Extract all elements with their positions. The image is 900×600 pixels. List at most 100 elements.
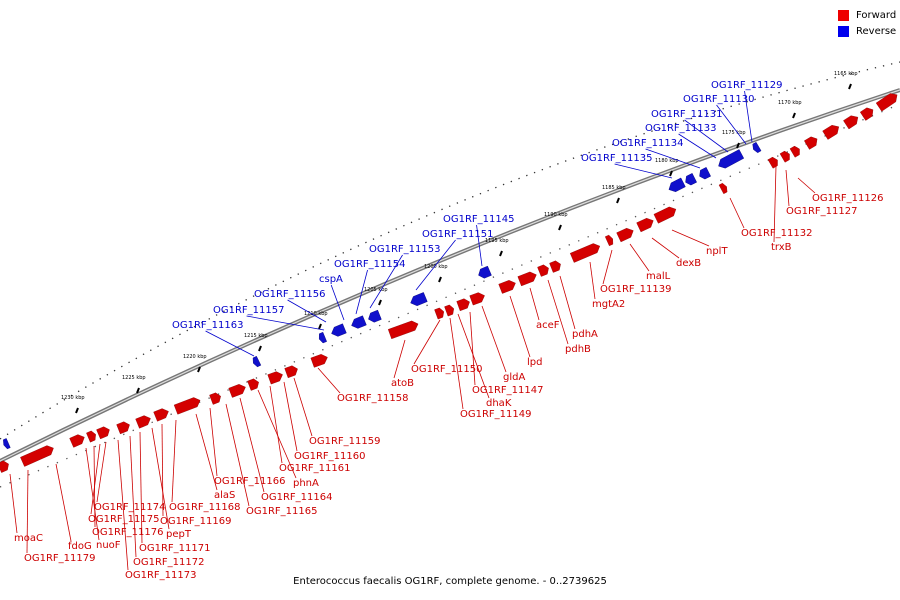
gene-label-og1rf-11158: OG1RF_11158 [337,393,409,404]
leader-line-og1rf-11135 [614,163,673,179]
leader-line-og1rf-11173 [117,439,129,571]
gene-label-mgta2: mgtA2 [592,299,625,310]
forward-gene-feature [444,304,455,317]
gene-label-og1rf-11153: OG1RF_11153 [369,244,441,255]
leader-line-og1rf-11175 [90,443,101,515]
leader-line-moac [9,473,18,534]
gene-label-nplt: nplT [706,246,728,257]
forward-gene-feature [387,320,419,340]
leader-line-og1rf-11157 [246,315,325,331]
gene-label-og1rf-11171: OG1RF_11171 [139,543,211,554]
gene-label-og1rf-11151: OG1RF_11151 [422,229,494,240]
leader-line-og1rf-11164 [239,397,265,493]
gene-label-og1rf-11159: OG1RF_11159 [309,436,381,447]
gene-label-og1rf-11179: OG1RF_11179 [24,553,96,564]
leader-line-alas [195,413,218,491]
reverse-gene-feature [252,355,262,368]
tick-label-1190-kbp: 1190 kbp [544,212,568,218]
forward-gene-feature [804,136,818,150]
leader-line-og1rf-11151 [415,239,456,291]
leader-line-og1rf-11160 [283,381,298,452]
forward-gene-feature [247,378,259,391]
leader-line-og1rf-11171 [139,431,143,544]
gene-label-og1rf-11172: OG1RF_11172 [133,557,205,568]
gene-label-nuof: nuoF [96,540,121,551]
gene-features [0,93,898,473]
tick-label-1225-kbp: 1225 kbp [122,375,146,381]
forward-gene-feature [173,397,201,415]
tick-label-1180-kbp: 1180 kbp [655,158,679,164]
leader-line-og1rf-11147 [469,311,476,386]
forward-gene-feature [310,354,328,368]
gene-label-og1rf-11175: OG1RF_11175 [88,514,160,525]
leader-line-cspa [330,284,345,321]
tick-label-1215-kbp: 1215 kbp [244,333,268,339]
tick-mark [378,299,382,306]
gene-label-og1rf-11161: OG1RF_11161 [279,463,351,474]
leader-line-og1rf-11133 [678,133,717,159]
tick-mark [136,387,140,394]
leader-line-og1rf-11159 [293,377,313,437]
gene-label-alas: alaS [214,490,235,501]
legend-reverse-label: Reverse [856,25,897,37]
forward-gene-feature [0,460,9,473]
forward-gene-feature [284,365,298,379]
gene-label-og1rf-11164: OG1RF_11164 [261,492,333,503]
gene-label-og1rf-11157: OG1RF_11157 [213,305,285,316]
forward-gene-feature [822,124,840,140]
tick-mark [736,142,740,149]
gene-label-og1rf-11154: OG1RF_11154 [334,259,406,270]
inner-dotted-arc [0,103,900,488]
tick-mark [499,250,503,257]
gene-label-cspa: cspA [319,274,343,285]
forward-gene-feature [604,234,614,247]
tick-mark [75,407,79,414]
tick-label-1200-kbp: 1200 kbp [424,264,448,270]
forward-gene-feature [209,392,221,405]
leader-line-og1rf-11132 [729,197,745,229]
gene-label-pdhb: pdhB [565,344,591,355]
tick-mark [258,345,262,352]
leader-line-og1rf-11156 [287,299,327,323]
legend-forward-label: Forward [856,9,897,21]
leader-line-og1rf-11150 [413,319,441,365]
leader-line-og1rf-11145 [476,224,483,267]
gene-label-og1rf-11127: OG1RF_11127 [786,206,858,217]
leader-line-atob [393,339,406,379]
gene-label-atob: atoB [391,378,414,389]
leader-line-lpd [509,295,531,358]
leader-line-og1rf-11168 [171,419,177,503]
tick-mark [197,366,201,373]
leader-line-pdha [559,275,576,330]
leader-line-glda [481,305,507,373]
gene-label-og1rf-11129: OG1RF_11129 [711,80,783,91]
leader-line-og1rf-11165 [225,403,250,507]
gene-label-og1rf-11134: OG1RF_11134 [612,138,684,149]
forward-gene-feature [718,182,728,195]
gene-label-og1rf-11165: OG1RF_11165 [246,506,318,517]
leader-line-og1rf-11176 [93,445,96,528]
leader-line-og1rf-11163 [205,330,255,357]
reverse-gene-feature [718,149,745,169]
leader-line-nuof [85,447,100,541]
leader-line-og1rf-11129 [744,90,753,143]
forward-gene-feature [789,145,800,158]
forward-gene-feature [228,384,246,398]
forward-gene-feature [498,280,516,294]
gene-label-trxb: trxB [771,242,792,253]
gene-label-pept: pepT [166,529,192,540]
legend: Forward Reverse [838,8,896,40]
gene-label-og1rf-11133: OG1RF_11133 [645,123,717,134]
reverse-gene-feature [410,292,428,307]
gene-label-fdog: fdoG [68,541,92,552]
gene-label-og1rf-11169: OG1RF_11169 [160,516,232,527]
reverse-gene-feature [668,177,686,193]
reverse-gene-feature [318,331,327,344]
forward-gene-feature [116,421,130,435]
forward-gene-feature [86,430,96,443]
gene-label-mall: malL [646,271,671,282]
gene-label-og1rf-11150: OG1RF_11150 [411,364,483,375]
gene-label-moac: moaC [14,533,43,544]
forward-gene-feature [96,426,110,440]
forward-gene-feature [636,217,654,233]
